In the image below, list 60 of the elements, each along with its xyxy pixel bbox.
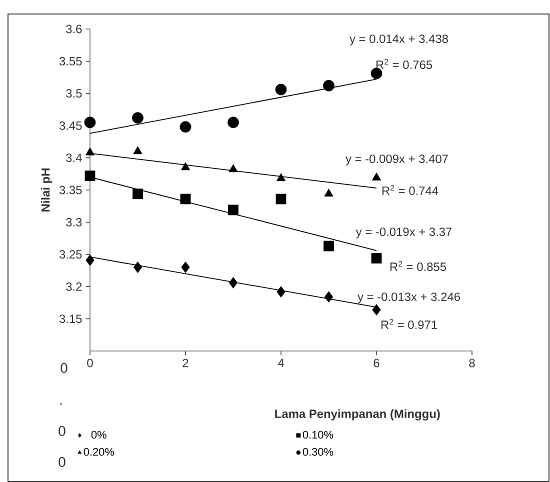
x-tick-label: 2 xyxy=(182,358,188,368)
y-tick-label: 3.5 xyxy=(66,89,82,98)
point xyxy=(275,84,287,96)
point xyxy=(276,173,286,182)
legend-label: 0% xyxy=(91,430,106,439)
point xyxy=(85,147,95,156)
point xyxy=(133,146,142,154)
point xyxy=(372,304,381,316)
point xyxy=(370,68,382,80)
annotation: R$^{2}$ = 0.971 xyxy=(381,318,437,329)
point xyxy=(133,262,142,273)
y-tick-label: 3.25 xyxy=(59,250,82,259)
annotation: y = 0.014x + 3.438 xyxy=(350,34,448,46)
point xyxy=(371,253,382,264)
y-tick-label: 3.4 xyxy=(66,154,82,162)
y-axis-title: Nilai pH xyxy=(40,168,52,212)
x-tick-label: 0 xyxy=(87,358,93,368)
annotation: y = -0.009x + 3.407 xyxy=(346,154,448,166)
text: . xyxy=(60,403,62,405)
y-tick-label: 3.55 xyxy=(59,56,82,66)
y-tick-label: 3.2 xyxy=(66,282,82,291)
x-axis-title: Lama Penyimpanan (Minggu) xyxy=(275,409,440,420)
point xyxy=(324,188,334,197)
point xyxy=(323,80,334,92)
point xyxy=(228,116,239,128)
point xyxy=(181,262,190,273)
point xyxy=(324,240,334,252)
point xyxy=(276,286,286,298)
point xyxy=(132,188,143,200)
point xyxy=(84,170,96,182)
x-tick-label: 8 xyxy=(469,358,475,368)
legend-label: 0.30% xyxy=(302,448,334,456)
point xyxy=(180,121,192,133)
annotation: R$^{2}$ = 0.855 xyxy=(390,260,446,271)
annotation: R$^{2}$ = 0.744 xyxy=(382,184,438,195)
point xyxy=(228,277,238,288)
text: 0 xyxy=(58,426,66,436)
text: 0 xyxy=(58,457,66,467)
point xyxy=(86,254,94,266)
point xyxy=(132,112,144,124)
point xyxy=(228,164,238,172)
point xyxy=(180,162,190,170)
y-tick-label: 3.15 xyxy=(59,314,82,324)
point xyxy=(372,172,382,180)
point xyxy=(180,194,191,204)
point xyxy=(276,194,286,204)
point xyxy=(84,116,96,128)
y-tick-label: 3.3 xyxy=(66,218,82,226)
legend-label: 0.10% xyxy=(302,430,334,439)
annotation: y = -0.019x + 3.37 xyxy=(356,228,452,238)
legend-label: 0.20% xyxy=(84,448,114,456)
y-tick-label: 3.6 xyxy=(66,24,82,34)
annotation: R$^{2}$ = 0.765 xyxy=(376,58,432,69)
point xyxy=(228,204,238,216)
annotation: y = -0.013x + 3.246 xyxy=(358,292,460,304)
y-tick-label: 3.35 xyxy=(59,186,82,194)
x-tick-label: 4 xyxy=(278,358,284,367)
y-tick-label: 3.45 xyxy=(59,121,82,130)
x-tick-label: 6 xyxy=(374,358,380,368)
point xyxy=(324,291,334,303)
